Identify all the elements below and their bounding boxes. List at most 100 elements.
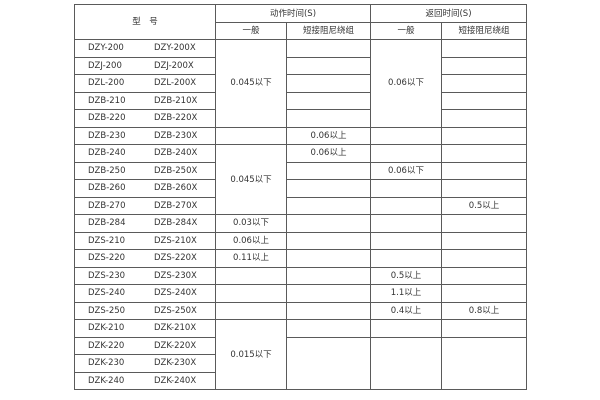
model-x-variant: DZK-220X xyxy=(154,340,197,351)
action-general-cell: 0.045以下 xyxy=(215,39,287,128)
action-general-cell: 0.03以下 xyxy=(215,214,287,233)
table-row: DZB-230 DZB-230X 0.06以上 xyxy=(74,126,527,145)
table-row: DZS-250 DZS-250X 0.4以上 0.8以上 xyxy=(74,301,527,320)
model-x-variant: DZS-210X xyxy=(154,235,197,246)
action-short-winding-cell xyxy=(286,284,371,303)
return-general-cell: 0.4以上 xyxy=(370,301,442,320)
action-short-winding-cell xyxy=(286,231,371,250)
header-action-time: 动作时间(S) xyxy=(215,4,371,23)
return-general-cell xyxy=(370,336,442,390)
model-cell: DZB-250 DZB-250X xyxy=(74,161,216,180)
action-short-winding-cell xyxy=(286,319,371,338)
return-short-winding-cell xyxy=(441,109,527,128)
model-x-variant: DZK-230X xyxy=(154,358,197,369)
return-general-cell xyxy=(370,319,442,338)
model-cell: DZK-230 DZK-230X xyxy=(74,354,216,373)
action-general-cell: 0.11以上 xyxy=(215,249,287,268)
return-general-cell: 0.06以下 xyxy=(370,161,442,180)
model-standard: DZB-230 xyxy=(88,130,126,141)
model-cell: DZS-210 DZS-210X xyxy=(74,231,216,250)
model-cell: DZK-240 DZK-240X xyxy=(74,371,216,390)
model-standard: DZB-210 xyxy=(88,95,126,106)
header-return-time: 返回时间(S) xyxy=(370,4,527,23)
model-standard: DZS-250 xyxy=(88,305,126,316)
header-action-general: 一般 xyxy=(215,22,287,40)
return-short-winding-cell xyxy=(441,214,527,233)
model-standard: DZJ-200 xyxy=(88,60,122,71)
return-general-cell xyxy=(370,231,442,250)
model-standard: DZK-220 xyxy=(88,340,125,351)
model-x-variant: DZB-220X xyxy=(154,113,198,124)
model-standard: DZL-200 xyxy=(88,78,125,89)
return-short-winding-cell xyxy=(441,266,527,285)
action-short-winding-cell: 0.06以上 xyxy=(286,126,371,145)
model-standard: DZB-240 xyxy=(88,148,126,159)
model-cell: DZS-240 DZS-240X xyxy=(74,284,216,303)
return-short-winding-cell xyxy=(441,126,527,145)
return-general-cell xyxy=(370,144,442,163)
model-x-variant: DZB-240X xyxy=(154,148,198,159)
model-standard: DZB-250 xyxy=(88,165,126,176)
return-general-cell xyxy=(370,179,442,198)
model-x-variant: DZJ-200X xyxy=(154,60,194,71)
action-short-winding-cell xyxy=(286,161,371,180)
return-short-winding-cell xyxy=(441,319,527,338)
table-row: DZK-220 DZK-220X xyxy=(74,336,527,390)
return-general-cell xyxy=(370,214,442,233)
action-short-winding-cell xyxy=(286,179,371,198)
return-short-winding-cell xyxy=(441,161,527,180)
table-row: DZS-240 DZS-240X 1.1以上 xyxy=(74,284,527,303)
model-cell: DZK-220 DZK-220X xyxy=(74,336,216,355)
model-cell: DZB-270 DZB-270X xyxy=(74,196,216,215)
model-x-variant: DZY-200X xyxy=(154,43,196,54)
model-standard: DZK-230 xyxy=(88,358,125,369)
model-standard: DZY-200 xyxy=(88,43,124,54)
return-short-winding-cell xyxy=(441,74,527,93)
table-row: DZB-240 DZB-240X 0.045以下 0.06以上 xyxy=(74,144,527,215)
model-cell: DZK-210 DZK-210X xyxy=(74,319,216,338)
model-cell: DZB-220 DZB-220X xyxy=(74,109,216,128)
action-short-winding-cell xyxy=(286,74,371,93)
table-row: DZK-210 DZK-210X 0.015以下 xyxy=(74,319,527,390)
action-short-winding-cell xyxy=(286,56,371,75)
model-standard: DZS-230 xyxy=(88,270,126,281)
model-x-variant: DZS-220X xyxy=(154,253,197,264)
action-general-cell: 0.015以下 xyxy=(215,319,287,390)
return-short-winding-cell xyxy=(441,91,527,110)
action-general-cell: 0.06以上 xyxy=(215,231,287,250)
model-x-variant: DZB-210X xyxy=(154,95,198,106)
action-short-winding-cell xyxy=(286,214,371,233)
model-cell: DZB-260 DZB-260X xyxy=(74,179,216,198)
action-short-winding-cell xyxy=(286,249,371,268)
table-row: DZS-230 DZS-230X 0.5以上 xyxy=(74,266,527,285)
table-body: DZY-200 DZY-200X 0.045以下 0.06以下 DZJ-200 DZJ-2… xyxy=(74,39,527,390)
return-short-winding-cell xyxy=(441,39,527,58)
model-standard: DZB-284 xyxy=(88,218,126,229)
table-row: DZJ-200 DZJ-200X xyxy=(74,56,527,75)
header-action-short-winding: 短接阻尼绕组 xyxy=(286,22,371,40)
model-x-variant: DZK-240X xyxy=(154,375,197,386)
table-row: DZB-284 DZB-284X 0.03以下 xyxy=(74,214,527,233)
model-cell: DZL-200 DZL-200X xyxy=(74,74,216,93)
action-short-winding-cell xyxy=(286,301,371,320)
action-general-cell: 0.045以下 xyxy=(215,144,287,215)
return-general-cell xyxy=(370,196,442,215)
model-cell: DZB-210 DZB-210X xyxy=(74,91,216,110)
model-standard: DZS-240 xyxy=(88,288,126,299)
action-short-winding-cell xyxy=(286,266,371,285)
action-general-cell xyxy=(215,284,287,303)
action-general-cell xyxy=(215,266,287,285)
relay-timing-table: 型 号 动作时间(S) 返回时间(S) 一般 短接阻尼绕组 一般 短接阻尼绕组 … xyxy=(74,4,527,390)
model-standard: DZB-260 xyxy=(88,183,126,194)
model-x-variant: DZB-230X xyxy=(154,130,198,141)
table-row: DZB-270 DZB-270X 0.5以上 xyxy=(74,196,527,215)
return-short-winding-cell xyxy=(441,144,527,163)
table-row: DZL-200 DZL-200X xyxy=(74,74,527,93)
table-row: DZB-260 DZB-260X xyxy=(74,179,527,198)
return-short-winding-cell xyxy=(441,231,527,250)
model-standard: DZS-220 xyxy=(88,253,126,264)
table-row: DZS-220 DZS-220X 0.11以上 xyxy=(74,249,527,268)
model-cell: DZB-240 DZB-240X xyxy=(74,144,216,163)
model-x-variant: DZS-240X xyxy=(154,288,197,299)
action-short-winding-cell: 0.06以上 xyxy=(286,144,371,163)
